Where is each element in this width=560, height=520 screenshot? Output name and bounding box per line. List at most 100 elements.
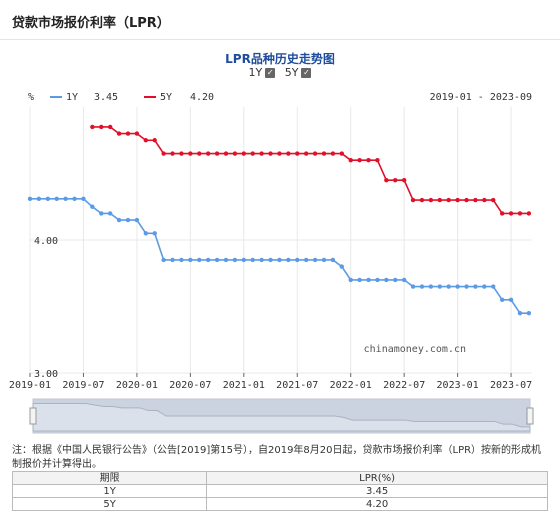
series-5y-point[interactable] [446,197,451,203]
series-1y-point[interactable] [375,277,380,283]
series-5y-point[interactable] [366,158,371,163]
navigator-left-handle[interactable] [29,407,37,425]
series-1y-point[interactable] [81,196,86,201]
series-5y-point[interactable] [107,124,113,130]
series-5y-point[interactable] [526,211,532,216]
series-5y-point[interactable] [375,158,380,163]
series-5y-point[interactable] [116,131,122,136]
series-5y-point[interactable] [437,197,442,203]
series-1y-point[interactable] [223,257,229,263]
series-1y-point[interactable] [295,257,300,263]
series-5y-point[interactable] [125,131,131,136]
series-1y-point[interactable] [286,257,291,263]
series-1y-point[interactable] [36,196,42,201]
series-5y-point[interactable] [286,151,291,156]
series-5y-point[interactable] [303,151,309,156]
series-1y-point[interactable] [134,217,140,223]
series-5y-point[interactable] [90,124,95,130]
series-5y-point[interactable] [473,197,478,203]
series-5y-point[interactable] [152,138,157,143]
range-navigator[interactable] [29,398,534,434]
toggle-5y[interactable]: 5Y ✓ [285,66,312,79]
series-1y-point[interactable] [205,257,211,263]
series-5y-point[interactable] [455,197,460,203]
series-1y-point[interactable] [339,264,345,269]
series-1y-point[interactable] [268,257,273,263]
series-5y-point[interactable] [277,151,282,156]
series-1y-point[interactable] [499,297,505,303]
series-1y-point[interactable] [250,257,255,263]
series-5y-point[interactable] [259,151,264,156]
series-5y-point[interactable] [419,197,425,203]
series-5y-point[interactable] [250,151,255,156]
series-1y-point[interactable] [464,284,469,289]
series-1y-point[interactable] [277,257,282,263]
checkbox-1y-icon[interactable]: ✓ [265,67,276,78]
series-5y-point[interactable] [295,151,300,156]
series-1y-point[interactable] [179,257,184,263]
series-5y-point[interactable] [170,151,175,156]
series-1y-point[interactable] [410,284,416,289]
series-1y-point[interactable] [508,297,514,303]
series-1y-point[interactable] [214,257,220,263]
series-5y-point[interactable] [517,211,523,216]
series-1y-point[interactable] [143,231,149,236]
series-1y-point[interactable] [170,257,175,263]
series-5y-point[interactable] [357,158,362,163]
series-5y-point[interactable] [482,197,487,203]
series-1y-point[interactable] [188,257,193,263]
series-1y-point[interactable] [27,196,33,201]
series-5y-point[interactable] [223,151,229,156]
series-5y-point[interactable] [384,177,389,183]
series-1y-point[interactable] [63,196,68,201]
series-1y-point[interactable] [321,257,327,263]
series-5y-point[interactable] [330,151,336,156]
series-1y-point[interactable] [526,310,532,316]
series-5y-point[interactable] [508,211,514,216]
series-1y-point[interactable] [428,284,434,289]
series-5y-point[interactable] [143,138,149,143]
series-1y-point[interactable] [161,257,166,263]
series-5y-point[interactable] [321,151,327,156]
series-5y-point[interactable] [410,197,416,203]
series-1y-point[interactable] [90,204,95,209]
series-5y-point[interactable] [401,177,407,183]
series-5y-point[interactable] [348,158,353,163]
series-5y-point[interactable] [99,124,104,130]
series-1y-point[interactable] [482,284,487,289]
series-5y-point[interactable] [161,151,166,156]
series-1y-point[interactable] [473,284,478,289]
legend-5y-label[interactable]: 5Y [160,92,172,103]
series-1y-point[interactable] [232,257,238,263]
series-1y-point[interactable] [125,217,131,223]
series-5y-point[interactable] [428,197,434,203]
series-1y-point[interactable] [330,257,336,263]
navigator-right-handle[interactable] [526,407,534,425]
series-5y-point[interactable] [241,151,247,156]
series-1y-point[interactable] [357,277,362,283]
series-1y-point[interactable] [72,196,77,201]
series-5y-point[interactable] [268,151,273,156]
series-5y-point[interactable] [197,151,202,156]
series-5y-point[interactable] [232,151,238,156]
series-1y-point[interactable] [348,277,353,283]
series-1y-point[interactable] [455,284,460,289]
series-5y-point[interactable] [312,151,318,156]
series-5y-point[interactable] [179,151,184,156]
series-5y-point[interactable] [464,197,469,203]
series-1y-point[interactable] [45,196,51,201]
series-5y-point[interactable] [339,151,345,156]
legend-1y-label[interactable]: 1Y [66,92,78,103]
series-5y-point[interactable] [188,151,193,156]
series-1y-point[interactable] [99,211,104,216]
series-1y-point[interactable] [197,257,202,263]
series-1y-point[interactable] [152,231,157,236]
checkbox-5y-icon[interactable]: ✓ [301,67,312,78]
series-5y-point[interactable] [491,197,496,203]
toggle-1y[interactable]: 1Y ✓ [249,66,276,79]
series-1y-point[interactable] [446,284,451,289]
series-1y-point[interactable] [419,284,425,289]
series-1y-point[interactable] [54,196,59,201]
series-5y-point[interactable] [205,151,211,156]
series-1y-point[interactable] [393,277,398,283]
